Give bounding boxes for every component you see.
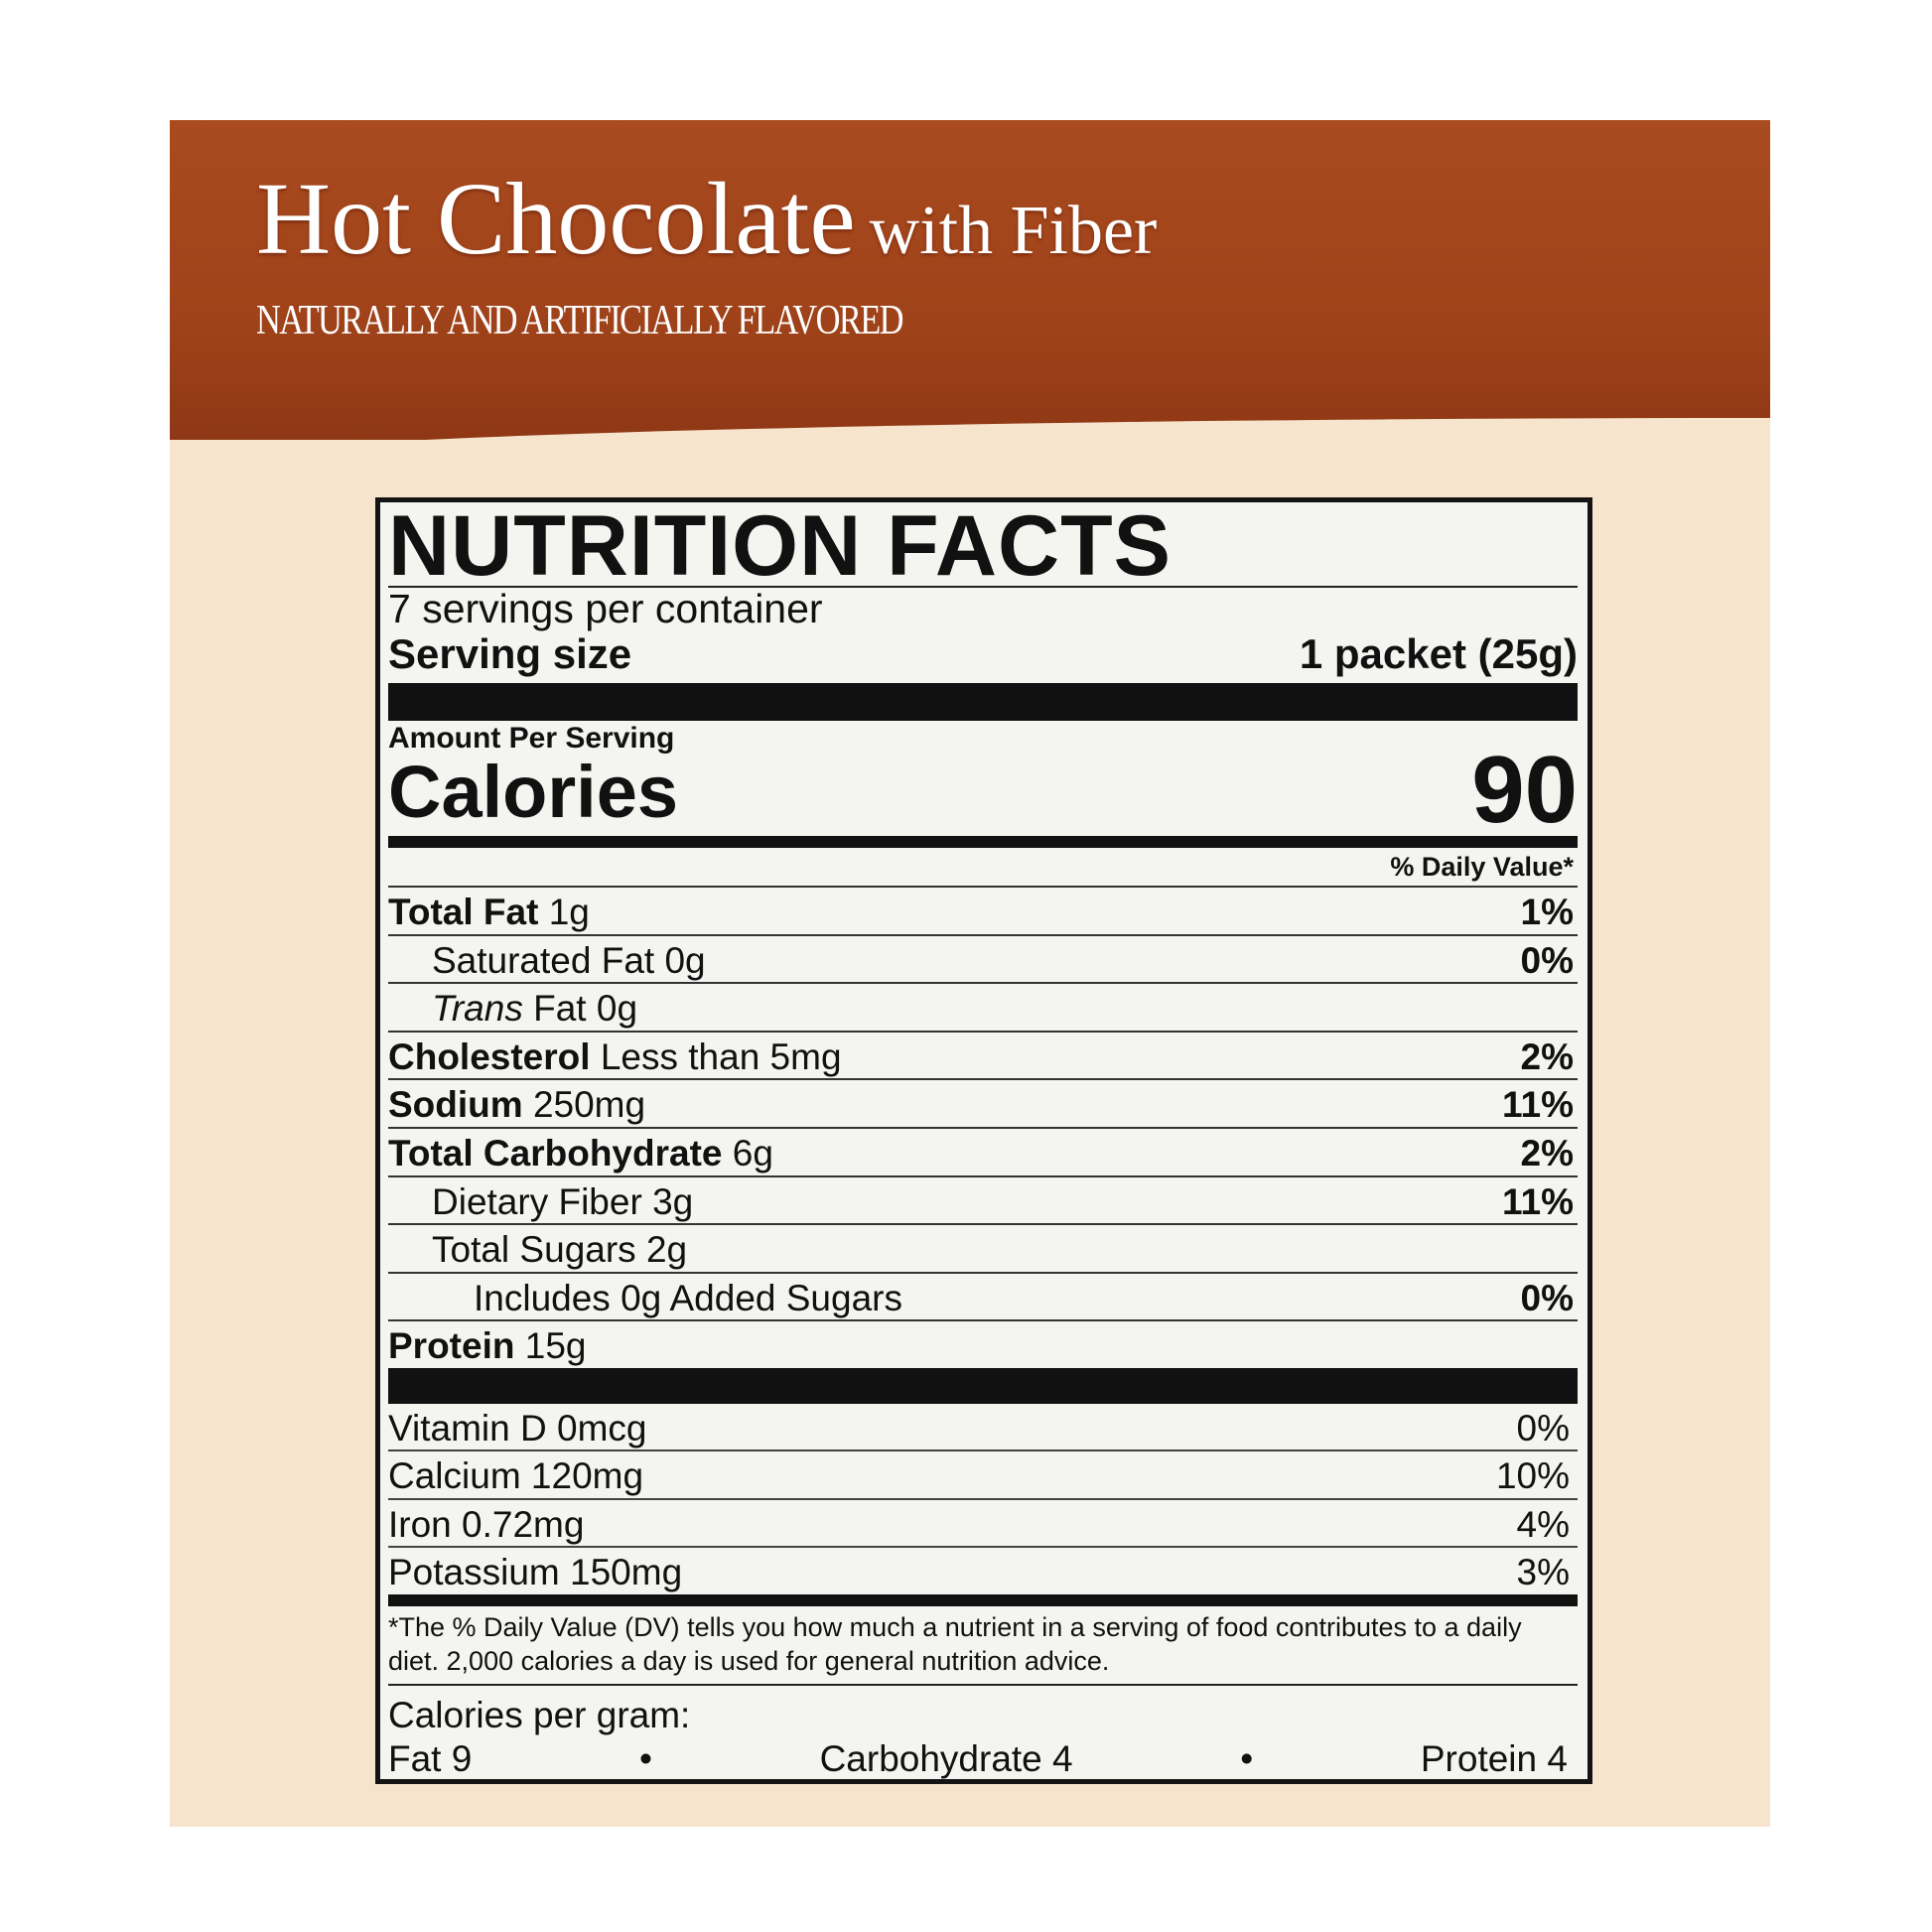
nutrient-amount: 3g [652, 1180, 694, 1222]
nutrient-name: Total Fat [388, 892, 539, 932]
daily-value-header: % Daily Value* [1390, 852, 1574, 882]
nutrient-amount: Less than 5mg [600, 1035, 842, 1077]
nutrient-row-total-fat: Total Fat 1g 1% [388, 886, 1578, 934]
cpg-protein: Protein 4 [1420, 1737, 1568, 1779]
nutrient-amount: 15g [524, 1325, 587, 1367]
calories-per-gram-label: Calories per gram: [388, 1694, 691, 1735]
nutrient-name: Total Carbohydrate [388, 1132, 723, 1173]
medium-divider [388, 1593, 1578, 1606]
vitamin-name: Iron 0.72mg [388, 1503, 585, 1545]
cpg-fat: Fat 9 [388, 1737, 473, 1779]
nutrient-dv [1574, 1321, 1578, 1368]
nutrient-row-sodium: Sodium 250mg 11% [388, 1078, 1578, 1127]
servings-per-container: 7 servings per container [388, 586, 823, 631]
amount-per-serving: Amount Per Serving [388, 722, 675, 755]
nutrient-row-total-carbohydrate: Total Carbohydrate 6g 2% [388, 1126, 1578, 1175]
serving-size-value: 1 packet (25g) [1299, 630, 1578, 677]
nutrient-name: Dietary Fiber [432, 1180, 642, 1222]
cpg-carbohydrate: Carbohydrate 4 [819, 1737, 1073, 1779]
bullet: • [638, 1737, 652, 1779]
vitamin-row: Calcium 120mg 10% [388, 1449, 1578, 1498]
nutrient-row-total-sugars: Total Sugars 2g [388, 1223, 1578, 1272]
nutrient-row-cholesterol: Cholesterol Less than 5mg 2% [388, 1030, 1578, 1079]
bullet: • [1240, 1737, 1254, 1779]
vitamin-name: Potassium 150mg [388, 1552, 683, 1593]
vitamin-name: Calcium 120mg [388, 1455, 644, 1497]
nutrient-name: Protein [388, 1325, 515, 1367]
nutrient-dv [1574, 984, 1578, 1031]
medium-divider [388, 836, 1578, 848]
nutrition-facts-title: NUTRITION FACTS [388, 498, 1172, 594]
nutrient-name: Sodium [388, 1084, 523, 1126]
nutrient-amount: 2g [645, 1229, 688, 1271]
nutrient-row-dietary-fiber: Dietary Fiber 3g 11% [388, 1174, 1578, 1224]
serving-size-row: Serving size 1 packet (25g) [388, 629, 1578, 679]
nutrient-dv: 1% [1520, 892, 1574, 932]
vitamin-name: Vitamin D 0mcg [388, 1407, 647, 1449]
nutrient-amount: 1g [548, 892, 590, 932]
nutrient-name: Includes 0g Added Sugars [474, 1277, 902, 1318]
flavor-note: NATURALLY AND ARTIFICIALLY FLAVORED [256, 298, 903, 344]
daily-value-footnote: *The % Daily Value (DV) tells you how mu… [388, 1611, 1522, 1676]
nutrient-name: Cholesterol [388, 1035, 591, 1077]
divider [388, 1683, 1578, 1686]
nutrient-row-saturated-fat: Saturated Fat 0g 0% [388, 933, 1578, 983]
nutrient-row-trans-fat: Trans Fat 0g [388, 982, 1578, 1031]
product-package: Hot Chocolate with Fiber NATURALLY AND AR… [170, 120, 1770, 1827]
product-title-sub: with Fiber [869, 193, 1158, 269]
nutrient-dv: 11% [1501, 1180, 1574, 1222]
nutrient-amount: 0g [664, 939, 706, 981]
calories-value: 90 [1471, 737, 1578, 843]
brand-band: Hot Chocolate with Fiber NATURALLY AND AR… [170, 120, 1770, 440]
nutrient-name: Trans [432, 988, 523, 1030]
nutrient-amount: 6g [732, 1132, 773, 1173]
nutrient-amount: 250mg [532, 1084, 646, 1126]
divider [388, 586, 1578, 588]
vitamin-dv: 0% [1516, 1407, 1570, 1449]
thick-divider [388, 1367, 1578, 1404]
nutrient-dv: 2% [1520, 1132, 1574, 1173]
nutrition-facts-label: NUTRITION FACTS 7 servings per container… [375, 497, 1592, 1784]
thick-divider [388, 683, 1578, 721]
nutrient-dv: 11% [1501, 1084, 1574, 1126]
calories-label: Calories [388, 751, 679, 833]
vitamin-row: Vitamin D 0mcg 0% [388, 1404, 1578, 1450]
vitamin-dv: 3% [1516, 1552, 1570, 1593]
calories-per-gram-row: Fat 9 • Carbohydrate 4 • Protein 4 [388, 1737, 1578, 1781]
vitamin-dv: 10% [1495, 1455, 1570, 1497]
product-title-main: Hot Chocolate [256, 162, 856, 276]
nutrient-row-added-sugars: Includes 0g Added Sugars 0% [388, 1271, 1578, 1320]
nutrient-dv [1574, 1225, 1578, 1272]
vitamin-row: Iron 0.72mg 4% [388, 1497, 1578, 1547]
serving-size-label: Serving size [388, 630, 632, 677]
vitamin-row: Potassium 150mg 3% [388, 1546, 1578, 1594]
nutrient-amount: Fat 0g [533, 988, 638, 1030]
nutrient-name: Saturated Fat [432, 939, 655, 981]
nutrient-name: Total Sugars [432, 1229, 636, 1271]
nutrient-row-protein: Protein 15g [388, 1319, 1578, 1368]
calories-row: Calories 90 [388, 743, 1578, 838]
nutrient-dv: 0% [1520, 1277, 1574, 1318]
vitamins-list: Vitamin D 0mcg 0% Calcium 120mg 10% Iron 0… [388, 1404, 1578, 1594]
vitamin-dv: 4% [1516, 1503, 1570, 1545]
nutrient-dv: 2% [1520, 1035, 1574, 1077]
product-title: Hot Chocolate with Fiber [256, 160, 1157, 278]
nutrient-dv: 0% [1520, 939, 1574, 981]
